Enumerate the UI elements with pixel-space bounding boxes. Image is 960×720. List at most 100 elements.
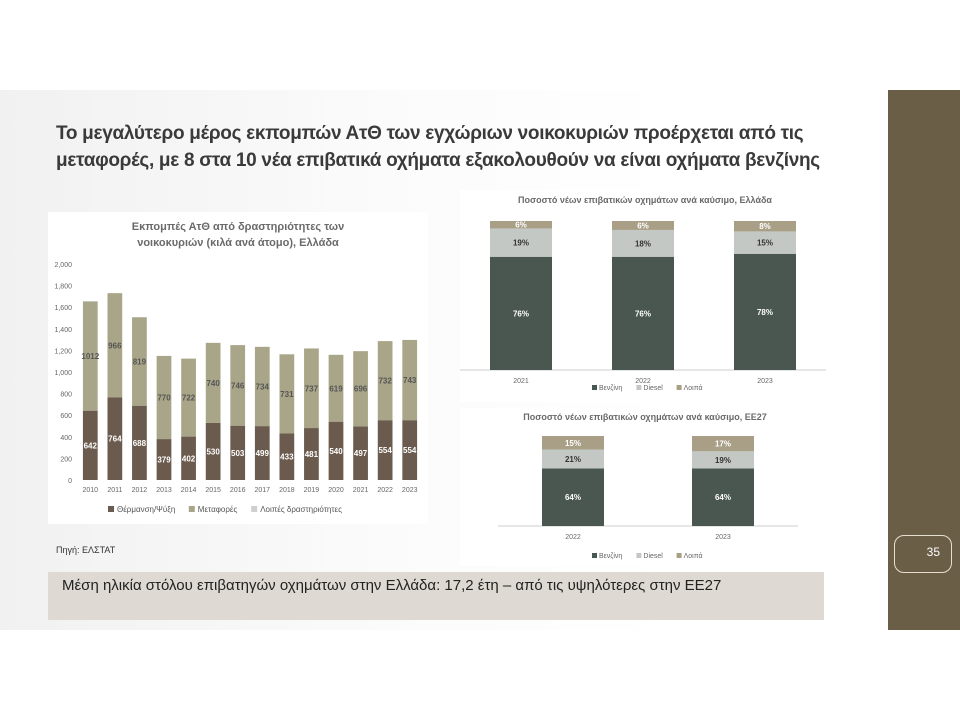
data-label: 64%: [565, 493, 581, 502]
data-label: 740: [206, 379, 220, 388]
data-label: 764: [108, 435, 122, 444]
bar-segment: [304, 428, 319, 480]
data-label: 966: [108, 341, 122, 350]
page-number-frame: [894, 535, 952, 573]
legend-label: Θέρμανση/Ψύξη: [117, 505, 175, 514]
x-tick-label: 2020: [328, 487, 344, 494]
x-tick-label: 2010: [82, 487, 98, 494]
bar-segment: [490, 221, 552, 229]
bar-segment: [279, 433, 295, 480]
x-tick-label: 2021: [513, 378, 529, 385]
emissions-chart: Εκπομπές ΑτΘ από δραστηριότητες των νοικο…: [54, 221, 418, 514]
legend-swatch: [592, 385, 597, 390]
data-label: 732: [378, 377, 392, 386]
fleet-age-banner: Μέση ηλικία στόλου επιβατηγών οχημάτων σ…: [48, 572, 824, 620]
bar-segment: [734, 221, 796, 232]
data-label: 19%: [513, 239, 529, 248]
legend-swatch: [676, 385, 682, 390]
bar-segment: [692, 468, 754, 526]
bar-segment: [542, 468, 604, 526]
data-label: 743: [403, 376, 417, 385]
y-tick-label: 1,800: [54, 284, 72, 291]
legend-swatch: [676, 553, 682, 558]
legend-swatch: [636, 385, 642, 390]
bar-segment: [230, 345, 246, 426]
chart-title: νοικοκυριών (κιλά ανά άτομο), Ελλάδα: [137, 237, 339, 249]
x-tick-label: 2021: [353, 487, 369, 494]
bar-segment: [377, 341, 393, 421]
data-label: 6%: [515, 221, 527, 230]
y-tick-label: 800: [60, 392, 72, 399]
legend-swatch: [592, 553, 597, 558]
data-label: 734: [256, 382, 270, 391]
bar-segment: [205, 422, 221, 480]
bar-segment: [82, 410, 98, 480]
x-tick-label: 2022: [635, 378, 651, 385]
eu27-fuel-chart: Ποσοστό νέων επιβατικών οχημάτων ανά καύ…: [498, 412, 798, 560]
data-label: 503: [231, 449, 245, 458]
x-tick-label: 2013: [156, 487, 172, 494]
data-label: 402: [182, 454, 196, 463]
bar-segment: [107, 293, 123, 398]
data-label: 554: [378, 446, 392, 455]
bar-segment: [254, 426, 270, 480]
legend-label: Μεταφορές: [198, 505, 238, 514]
bar-segment: [181, 358, 196, 437]
x-tick-label: 2019: [304, 487, 320, 494]
data-label: 770: [157, 393, 171, 402]
data-label: 6%: [637, 221, 649, 230]
data-label: 554: [403, 446, 417, 455]
bar-segment: [612, 229, 674, 257]
legend-label: Λοιπές δραστηριότητες: [260, 505, 342, 514]
data-label: 78%: [757, 308, 773, 317]
bar-segment: [612, 221, 674, 230]
bar-segment: [692, 451, 754, 469]
chart-title: Εκπομπές ΑτΘ από δραστηριότητες των: [132, 221, 344, 233]
x-tick-label: 2014: [181, 487, 197, 494]
data-label: 18%: [635, 239, 651, 248]
legend-swatch: [108, 506, 114, 512]
y-tick-label: 1,400: [54, 327, 72, 334]
y-tick-label: 1,200: [54, 348, 72, 355]
legend-label: Λοιπά: [684, 552, 703, 560]
x-tick-label: 2018: [279, 487, 295, 494]
bar-segment: [692, 436, 754, 452]
x-tick-label: 2023: [402, 487, 418, 494]
slide: Το μεγαλύτερο μέρος εκπομπών ΑτΘ των εγχ…: [0, 90, 960, 630]
chart-title: Ποσοστό νέων επιβατικών οχημάτων ανά καύ…: [523, 412, 767, 422]
bar-segment: [377, 420, 393, 480]
bar-segment: [734, 253, 796, 370]
bar-segment: [156, 355, 172, 440]
chart-title: Ποσοστό νέων επιβατικών οχημάτων ανά καύ…: [518, 195, 772, 205]
x-tick-label: 2016: [230, 487, 246, 494]
greece-fuel-chart-panel: Ποσοστό νέων επιβατικών οχημάτων ανά καύ…: [460, 190, 830, 402]
x-tick-label: 2022: [565, 534, 581, 541]
legend-label: Diesel: [643, 553, 663, 560]
legend-swatch: [188, 506, 195, 512]
data-label: 731: [280, 390, 294, 399]
bar-segment: [612, 256, 674, 370]
y-tick-label: 2,000: [54, 262, 72, 269]
bar-segment: [490, 256, 552, 370]
data-label: 17%: [715, 440, 731, 449]
y-tick-label: 400: [60, 435, 72, 442]
y-tick-label: 200: [60, 456, 72, 463]
x-tick-label: 2015: [205, 487, 221, 494]
data-label: 8%: [759, 222, 771, 231]
data-label: 737: [305, 384, 319, 393]
bar-segment: [328, 421, 344, 480]
x-tick-label: 2017: [254, 487, 270, 494]
data-label: 696: [354, 385, 368, 394]
data-label: 21%: [565, 455, 581, 464]
data-label: 15%: [757, 239, 773, 248]
greece-fuel-chart: Ποσοστό νέων επιβατικών οχημάτων ανά καύ…: [460, 195, 826, 392]
bar-segment: [230, 425, 246, 480]
data-label: 540: [329, 447, 343, 456]
data-label: 642: [84, 441, 98, 450]
legend-swatch: [636, 553, 642, 558]
x-tick-label: 2011: [107, 487, 122, 494]
bar-segment: [542, 436, 604, 450]
data-label: 19%: [715, 456, 731, 465]
data-label: 1012: [81, 352, 99, 361]
y-tick-label: 1,600: [54, 305, 72, 312]
